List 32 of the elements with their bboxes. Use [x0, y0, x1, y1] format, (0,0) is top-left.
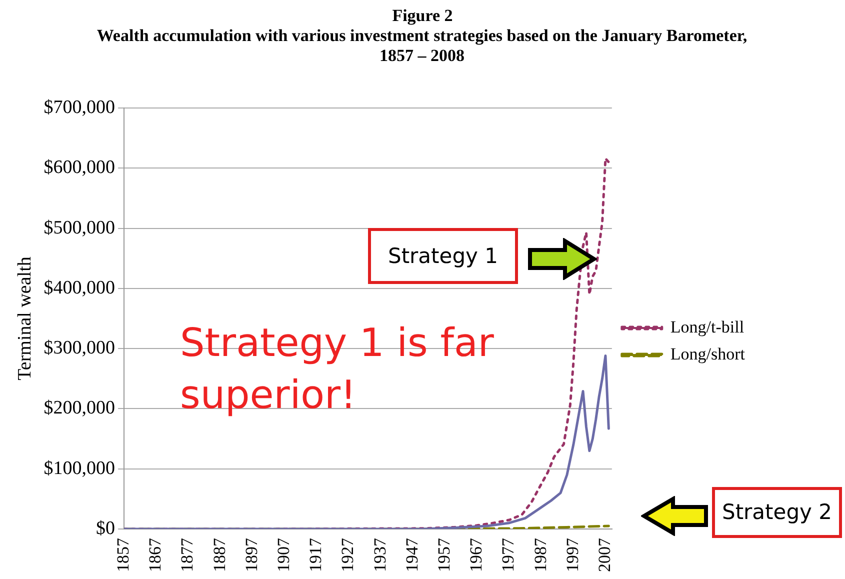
y-tick-label: $200,000 — [44, 398, 116, 419]
x-tick-label: 1907 — [274, 538, 293, 572]
y-tick-label: $500,000 — [44, 217, 116, 238]
x-tick-label: 1857 — [114, 538, 133, 572]
y-tick-label: $300,000 — [44, 338, 116, 359]
x-tick-label: 1987 — [530, 538, 550, 572]
annotation: Strategy 1 is far superior! — [180, 320, 495, 420]
x-tick-label: 1937 — [370, 538, 390, 572]
legend-label: Long/t-bill — [670, 317, 744, 336]
x-tick-label: 1917 — [306, 538, 326, 572]
x-tick-label: 1977 — [498, 538, 518, 572]
y-tick-label: $100,000 — [44, 458, 116, 479]
x-tick-label: 1997 — [562, 538, 582, 572]
y-tick-label: $400,000 — [44, 277, 116, 298]
chart-title: Figure 2 — [391, 6, 454, 26]
y-tick-label: $0 — [96, 518, 116, 539]
text: Strategy 2 — [712, 487, 842, 538]
x-tick-label: 1877 — [178, 538, 197, 572]
legend-label: Long/short — [670, 344, 746, 364]
x-tick-label: 1927 — [338, 538, 358, 572]
y-axis-title: Terminal wealth — [14, 256, 36, 380]
annotation: Strategy 1 — [368, 228, 518, 284]
x-tick-label: 1967 — [466, 538, 486, 572]
x-tick-label: 2007 — [594, 538, 614, 572]
x-tick-label: 1897 — [242, 538, 261, 572]
x-tick-label: 1957 — [434, 538, 454, 572]
x-tick-label: 1947 — [402, 538, 422, 572]
y-tick-label: $700,000 — [44, 96, 116, 118]
x-tick-label: 1887 — [210, 538, 229, 572]
chart-subtitle: Wealth accumulation with various investment strategies based on the January Barometer, 1857 – 2008 — [96, 26, 748, 66]
x-tick-label: 1867 — [146, 538, 165, 572]
y-tick-label: $600,000 — [44, 157, 116, 178]
